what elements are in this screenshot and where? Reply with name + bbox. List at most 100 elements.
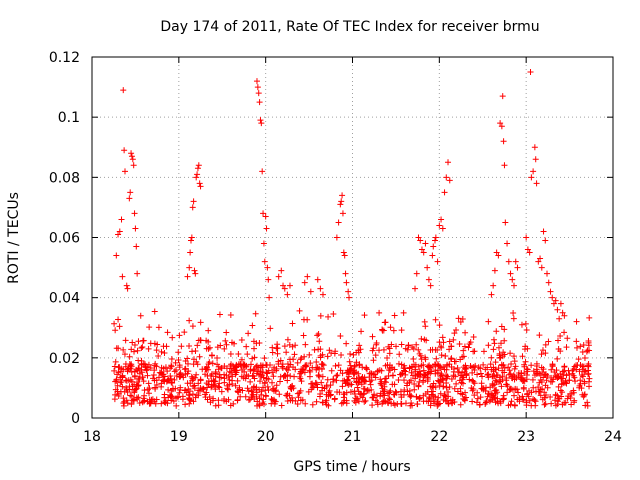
x-tick-label: 19 [170, 429, 188, 445]
y-tick-label: 0.04 [49, 291, 80, 307]
data-point-background [221, 379, 228, 386]
data-point-background [214, 344, 221, 351]
data-point-background [111, 320, 118, 327]
data-point-background [315, 330, 322, 337]
data-point [443, 174, 450, 181]
data-point-background [168, 397, 175, 404]
data-point-background [234, 377, 241, 384]
data-point-background [498, 361, 505, 368]
data-point [281, 285, 288, 292]
data-point-background [505, 402, 512, 409]
data-point-background [369, 394, 376, 401]
data-point-background [357, 391, 364, 398]
data-point-background [114, 382, 121, 389]
data-point-background [524, 345, 531, 352]
data-point-background [469, 398, 476, 405]
x-axis-label: GPS time / hours [293, 459, 410, 475]
data-point-background [128, 401, 135, 408]
data-point-background [112, 358, 119, 365]
data-point-background [374, 399, 381, 406]
data-point-background [264, 383, 271, 390]
data-point-background [462, 329, 469, 336]
data-point-background [573, 338, 580, 345]
data-point-background [519, 353, 526, 360]
data-point-background [515, 373, 522, 380]
data-point-background [420, 377, 427, 384]
data-point-background [508, 398, 515, 405]
data-point-background [475, 364, 482, 371]
data-point-background [500, 349, 507, 356]
data-point-background [581, 355, 588, 362]
data-point-background [489, 373, 496, 380]
data-point-background [123, 384, 130, 391]
data-point-background [386, 396, 393, 403]
data-point-background [138, 345, 145, 352]
data-point-background [512, 363, 519, 370]
data-point [542, 237, 549, 244]
data-point-background [130, 397, 137, 404]
data-point-background [236, 386, 243, 393]
data-point [507, 270, 514, 277]
data-point-background [173, 402, 180, 409]
data-point [535, 258, 542, 265]
data-point [512, 258, 519, 265]
data-point-background [541, 401, 548, 408]
data-point-background [552, 372, 559, 379]
data-point [505, 258, 512, 265]
data-point-background [134, 367, 141, 374]
data-point-background [120, 366, 127, 373]
data-point-background [424, 378, 431, 385]
data-point-background [335, 362, 342, 369]
data-point [189, 204, 196, 211]
data-point-background [181, 366, 188, 373]
data-point-background [510, 353, 517, 360]
data-point-background [563, 344, 570, 351]
data-point-background [380, 327, 387, 334]
data-point-background [259, 364, 266, 371]
data-point-background [135, 338, 142, 345]
data-point [524, 246, 531, 253]
data-point-background [382, 398, 389, 405]
data-point-background [557, 348, 564, 355]
data-point [258, 120, 265, 127]
data-point-background [313, 398, 320, 405]
data-point-background [292, 342, 299, 349]
data-point [319, 291, 326, 298]
data-point-background [528, 402, 535, 409]
data-point-background [444, 361, 451, 368]
data-point-background [137, 312, 144, 319]
data-point-background [414, 371, 421, 378]
data-point-background [226, 368, 233, 375]
data-point [420, 249, 427, 256]
data-point-background [398, 401, 405, 408]
data-point [531, 144, 538, 151]
data-point-background [284, 336, 291, 343]
data-point-background [154, 341, 161, 348]
data-point-background [492, 359, 499, 366]
data-point-background [269, 344, 276, 351]
data-point-background [501, 369, 508, 376]
data-point [115, 231, 122, 238]
data-point-background [239, 387, 246, 394]
data-point-background [501, 365, 508, 372]
data-point-background [205, 345, 212, 352]
data-point-background [434, 367, 441, 374]
data-point-background [561, 399, 568, 406]
data-point [425, 276, 432, 283]
data-point-background [319, 351, 326, 358]
data-point-background [390, 327, 397, 334]
data-point-background [480, 361, 487, 368]
data-point-background [121, 351, 128, 358]
data-point [430, 243, 437, 250]
data-point-background [414, 371, 421, 378]
data-point-background [370, 357, 377, 364]
data-point [129, 156, 136, 163]
data-point-background [238, 373, 245, 380]
data-point-background [289, 382, 296, 389]
data-point-background [115, 316, 122, 323]
data-point-background [298, 354, 305, 361]
data-point-background [302, 363, 309, 370]
data-point-background [122, 363, 129, 370]
data-point-background [555, 383, 562, 390]
data-point-background [452, 358, 459, 365]
